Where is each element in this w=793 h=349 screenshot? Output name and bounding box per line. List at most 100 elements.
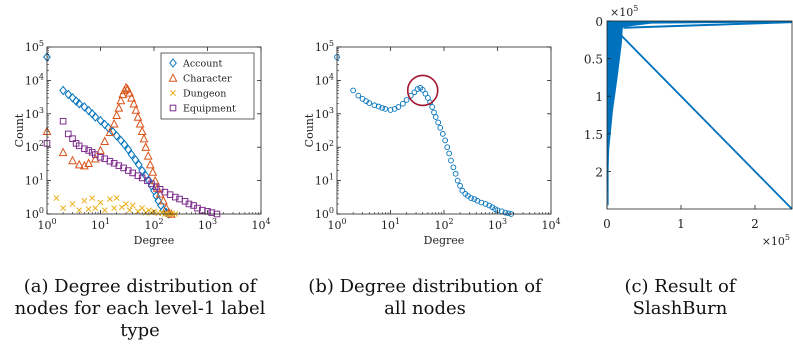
chart-a-point: [121, 82, 131, 92]
chart-a-legend-box: [160, 52, 255, 120]
chart-a-legend-marker-account: [169, 58, 177, 68]
chart-a-point: [68, 155, 77, 165]
chart-a-legend-marker-dungeon: [170, 90, 176, 96]
chart-b-y-tick-label: 100: [315, 206, 334, 221]
chart-a-point: [101, 207, 108, 214]
chart-a-x-tick-label: 102: [144, 217, 163, 232]
chart-b-point: [471, 196, 478, 202]
chart-a-point: [141, 142, 151, 151]
chart-c-axes-box: [606, 20, 793, 210]
chart-b-point: [355, 92, 362, 99]
chart-c-slashburn-result: 0 1 200.511.52×105×105: [584, 4, 793, 248]
chart-a-point: [105, 127, 115, 136]
chart-b-point: [419, 87, 426, 93]
chart-a-point: [194, 204, 201, 212]
chart-a-point: [111, 205, 118, 212]
chart-b-point: [429, 104, 435, 110]
chart-a-series-equipment: [43, 117, 221, 218]
chart-a-point: [85, 206, 92, 213]
chart-a-y-tick-label: 105: [25, 39, 44, 54]
chart-a-point: [134, 208, 141, 215]
chart-b-degree-distribution-all-nodes: 100 101 102 103 104 100 101 102 103 104 105 Degree C…: [303, 39, 561, 247]
chart-b-point: [454, 177, 461, 184]
chart-a-point: [139, 133, 149, 143]
chart-a-y-tick-label: 100: [25, 206, 44, 221]
chart-a-legend-label-equipment: Equipment: [183, 104, 236, 115]
chart-a-point: [129, 202, 136, 209]
chart-a-point: [97, 199, 104, 206]
chart-a-point: [68, 93, 77, 103]
chart-a-x-axis-label: Degree: [134, 234, 175, 247]
chart-c-y-tick-label: 0: [595, 15, 603, 29]
chart-b-point: [446, 150, 453, 157]
chart-a-point: [127, 92, 136, 102]
chart-a-point: [60, 205, 67, 212]
chart-b-point: [448, 157, 454, 164]
chart-a-point: [92, 205, 99, 212]
chart-a-point: [59, 85, 67, 96]
chart-b-point: [505, 210, 512, 217]
chart-b-point: [375, 103, 382, 110]
chart-a-point: [64, 130, 72, 138]
chart-a-point: [109, 118, 119, 128]
chart-a-point: [97, 153, 104, 161]
chart-a-point: [53, 195, 60, 202]
chart-a-y-tick-label: 104: [25, 72, 44, 87]
chart-a-legend-marker-character: [168, 73, 178, 82]
chart-a-series-account: [43, 52, 173, 219]
chart-a-point: [116, 95, 126, 105]
chart-b-point: [422, 90, 429, 97]
chart-b-point: [444, 144, 451, 151]
chart-a-point: [118, 204, 125, 211]
chart-b-x-tick-label: 102: [434, 217, 453, 232]
chart-b-series-0: [334, 54, 515, 217]
chart-a-point: [134, 159, 143, 170]
chart-a-y-tick-label: 103: [25, 106, 44, 121]
chart-a-point: [96, 115, 105, 126]
chart-b-point: [382, 106, 389, 112]
chart-a-point: [185, 200, 193, 208]
chart-a-point: [145, 159, 155, 169]
chart-a-x-tick-label: 104: [251, 217, 270, 232]
chart-a-point: [138, 165, 146, 176]
figure-canvas: 100 101 102 103 104100101102103104105DegreeC…: [13, 4, 793, 248]
chart-c-hub-band-edge: [623, 21, 793, 29]
chart-b-point: [452, 170, 459, 177]
chart-b-point: [414, 86, 421, 92]
chart-a-degree-distribution-by-label: 100 101 102 103 104 100 101 102 103 104 105 Degree C…: [13, 39, 271, 247]
chart-a-point: [85, 147, 92, 154]
chart-a-y-tick-label: 101: [25, 173, 44, 188]
chart-a-point: [69, 200, 76, 207]
chart-c-x-multiplier: ×105: [762, 233, 790, 248]
chart-a-point: [100, 119, 109, 130]
chart-a-point: [137, 126, 147, 135]
chart-b-point: [350, 87, 356, 94]
chart-a-y-tick-label: 102: [25, 139, 44, 154]
chart-a-x-tick-label: 101: [91, 217, 110, 232]
chart-b-point: [366, 100, 373, 106]
chart-b-point: [437, 124, 444, 131]
chart-c-y-tick-label: 0.5: [584, 53, 603, 67]
chart-a-point: [58, 147, 68, 157]
chart-a-point: [123, 200, 129, 207]
chart-c-y-tick-label: 1: [595, 90, 603, 104]
chart-a-point: [135, 118, 145, 128]
chart-a-point: [161, 203, 171, 212]
chart-a-point: [84, 105, 93, 116]
chart-b-y-tick-label: 103: [315, 106, 334, 121]
chart-b-point: [411, 89, 418, 96]
chart-a-point: [106, 157, 114, 165]
chart-c-x-tick-label: 0: [603, 217, 611, 231]
chart-c-hub-rows: [607, 21, 792, 31]
caption-a: (a) Degree distribution of nodes for eac…: [10, 276, 270, 342]
chart-b-point: [482, 201, 489, 207]
chart-a-point: [115, 162, 123, 169]
chart-b-y-tick-label: 102: [315, 139, 334, 154]
chart-b-x-tick-label: 100: [327, 217, 346, 232]
caption-c: (c) Result of SlashBurn: [590, 276, 770, 320]
chart-b-point: [425, 95, 431, 101]
chart-a-point: [127, 149, 136, 160]
chart-c-hub-columns: [607, 21, 624, 209]
chart-b-point: [403, 97, 410, 103]
chart-c-y-multiplier: ×105: [610, 4, 638, 19]
